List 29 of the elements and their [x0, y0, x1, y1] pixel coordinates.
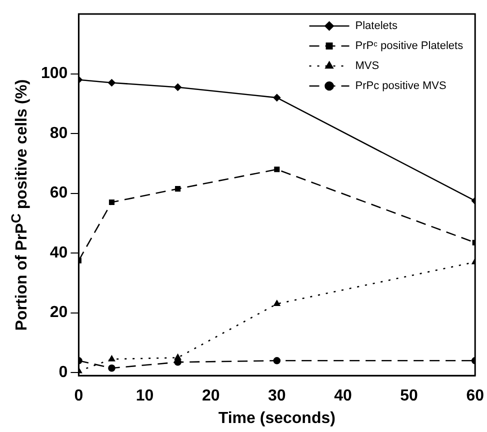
x-tick-label: 60 — [466, 388, 484, 405]
point — [274, 166, 280, 172]
x-tick-label: 0 — [74, 388, 84, 405]
y-tick-label: 40 — [50, 244, 68, 262]
x-tick-label: 20 — [202, 388, 220, 405]
legend-label: PrPc positive MVS — [355, 80, 446, 92]
point — [174, 84, 182, 91]
legend-label: MVS — [355, 60, 380, 72]
point — [108, 200, 114, 206]
y-tick-label: 60 — [50, 184, 68, 202]
y-tick-label: 20 — [50, 304, 68, 322]
y-tick-label: 0 — [58, 364, 68, 382]
point — [175, 186, 181, 192]
x-tick-label: 40 — [334, 388, 352, 405]
legend-label: Platelets — [355, 20, 398, 32]
x-axis-title: Time (seconds) — [218, 410, 336, 427]
x-tick-label: 50 — [400, 388, 418, 405]
point — [273, 94, 281, 102]
y-tick-label: 80 — [50, 124, 68, 142]
x-tick-label: 10 — [136, 388, 154, 405]
point — [108, 79, 116, 86]
point — [108, 356, 115, 362]
point — [108, 364, 116, 372]
point — [273, 357, 281, 364]
point — [274, 300, 280, 306]
legend-label: PrPᶜ positive Platelets — [355, 40, 464, 52]
x-tick-label: 30 — [268, 388, 286, 405]
y-tick-label: 100 — [40, 65, 68, 82]
point — [174, 354, 182, 360]
